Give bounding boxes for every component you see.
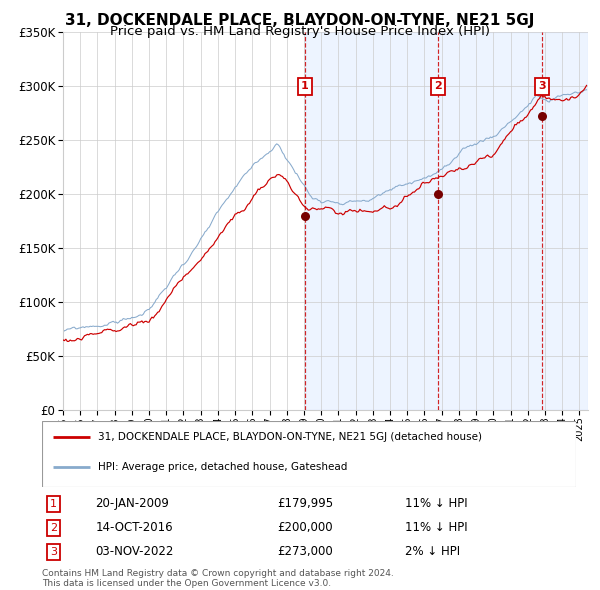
- Text: 31, DOCKENDALE PLACE, BLAYDON-ON-TYNE, NE21 5GJ: 31, DOCKENDALE PLACE, BLAYDON-ON-TYNE, N…: [65, 13, 535, 28]
- Text: 31, DOCKENDALE PLACE, BLAYDON-ON-TYNE, NE21 5GJ (detached house): 31, DOCKENDALE PLACE, BLAYDON-ON-TYNE, N…: [98, 432, 482, 442]
- Text: £200,000: £200,000: [277, 522, 332, 535]
- Text: £179,995: £179,995: [277, 497, 333, 510]
- Text: 1: 1: [301, 81, 309, 91]
- Text: £273,000: £273,000: [277, 545, 333, 558]
- Text: 11% ↓ HPI: 11% ↓ HPI: [405, 522, 468, 535]
- Bar: [305, 32, 588, 410]
- Text: 11% ↓ HPI: 11% ↓ HPI: [405, 497, 468, 510]
- Text: 3: 3: [50, 547, 57, 557]
- Text: 3: 3: [538, 81, 546, 91]
- Text: 03-NOV-2022: 03-NOV-2022: [95, 545, 174, 558]
- Text: HPI: Average price, detached house, Gateshead: HPI: Average price, detached house, Gate…: [98, 462, 347, 472]
- Text: 1: 1: [50, 499, 57, 509]
- Text: 2: 2: [50, 523, 58, 533]
- Text: Price paid vs. HM Land Registry's House Price Index (HPI): Price paid vs. HM Land Registry's House …: [110, 25, 490, 38]
- Text: 2: 2: [434, 81, 442, 91]
- Text: 2% ↓ HPI: 2% ↓ HPI: [405, 545, 460, 558]
- Text: Contains HM Land Registry data © Crown copyright and database right 2024.
This d: Contains HM Land Registry data © Crown c…: [42, 569, 394, 588]
- Text: 14-OCT-2016: 14-OCT-2016: [95, 522, 173, 535]
- Text: 20-JAN-2009: 20-JAN-2009: [95, 497, 169, 510]
